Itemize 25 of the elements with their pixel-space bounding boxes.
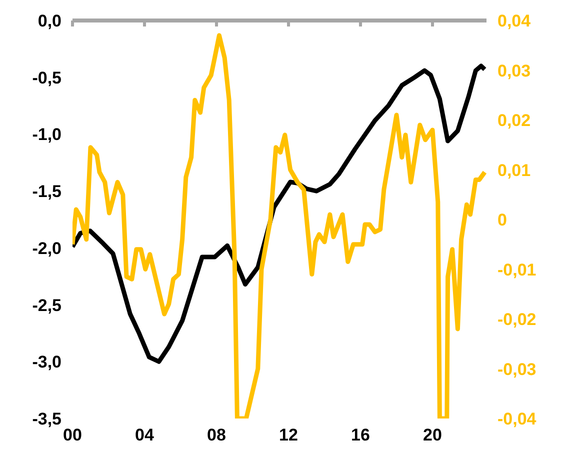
y-tick-label: 0,0 <box>38 12 62 30</box>
y-tick-label: -2,0 <box>32 238 62 258</box>
y-tick-label: -1,0 <box>32 125 62 144</box>
y2-tick-label: 0,01 <box>498 160 531 180</box>
x-tick-label: 20 <box>423 426 442 444</box>
y-tick-label: -0,5 <box>32 68 62 88</box>
y2-tick-label: 0,04 <box>498 12 532 30</box>
y2-tick-label: -0,03 <box>498 360 536 379</box>
line-series <box>72 33 486 418</box>
x-tick-label: 16 <box>351 426 370 444</box>
line-series <box>72 64 486 364</box>
y-tick-label: -3,5 <box>32 410 62 428</box>
x-tick-label: 04 <box>135 426 154 444</box>
x-tick-label: 12 <box>279 426 298 444</box>
y2-tick-label: 0,02 <box>498 111 531 130</box>
y2-tick-label: -0,02 <box>498 310 536 329</box>
y2-tick-label: 0 <box>498 210 507 230</box>
y-tick-label: -2,5 <box>32 296 62 315</box>
y-tick-label: -3,0 <box>32 352 62 372</box>
x-tick-label: 00 <box>63 426 82 444</box>
x-tick-label: 08 <box>207 426 226 444</box>
y2-tick-label: -0,01 <box>498 260 536 280</box>
y2-tick-label: 0,03 <box>498 61 531 80</box>
y2-tick-label: -0,04 <box>498 410 537 428</box>
y-tick-label: -1,5 <box>32 182 62 202</box>
